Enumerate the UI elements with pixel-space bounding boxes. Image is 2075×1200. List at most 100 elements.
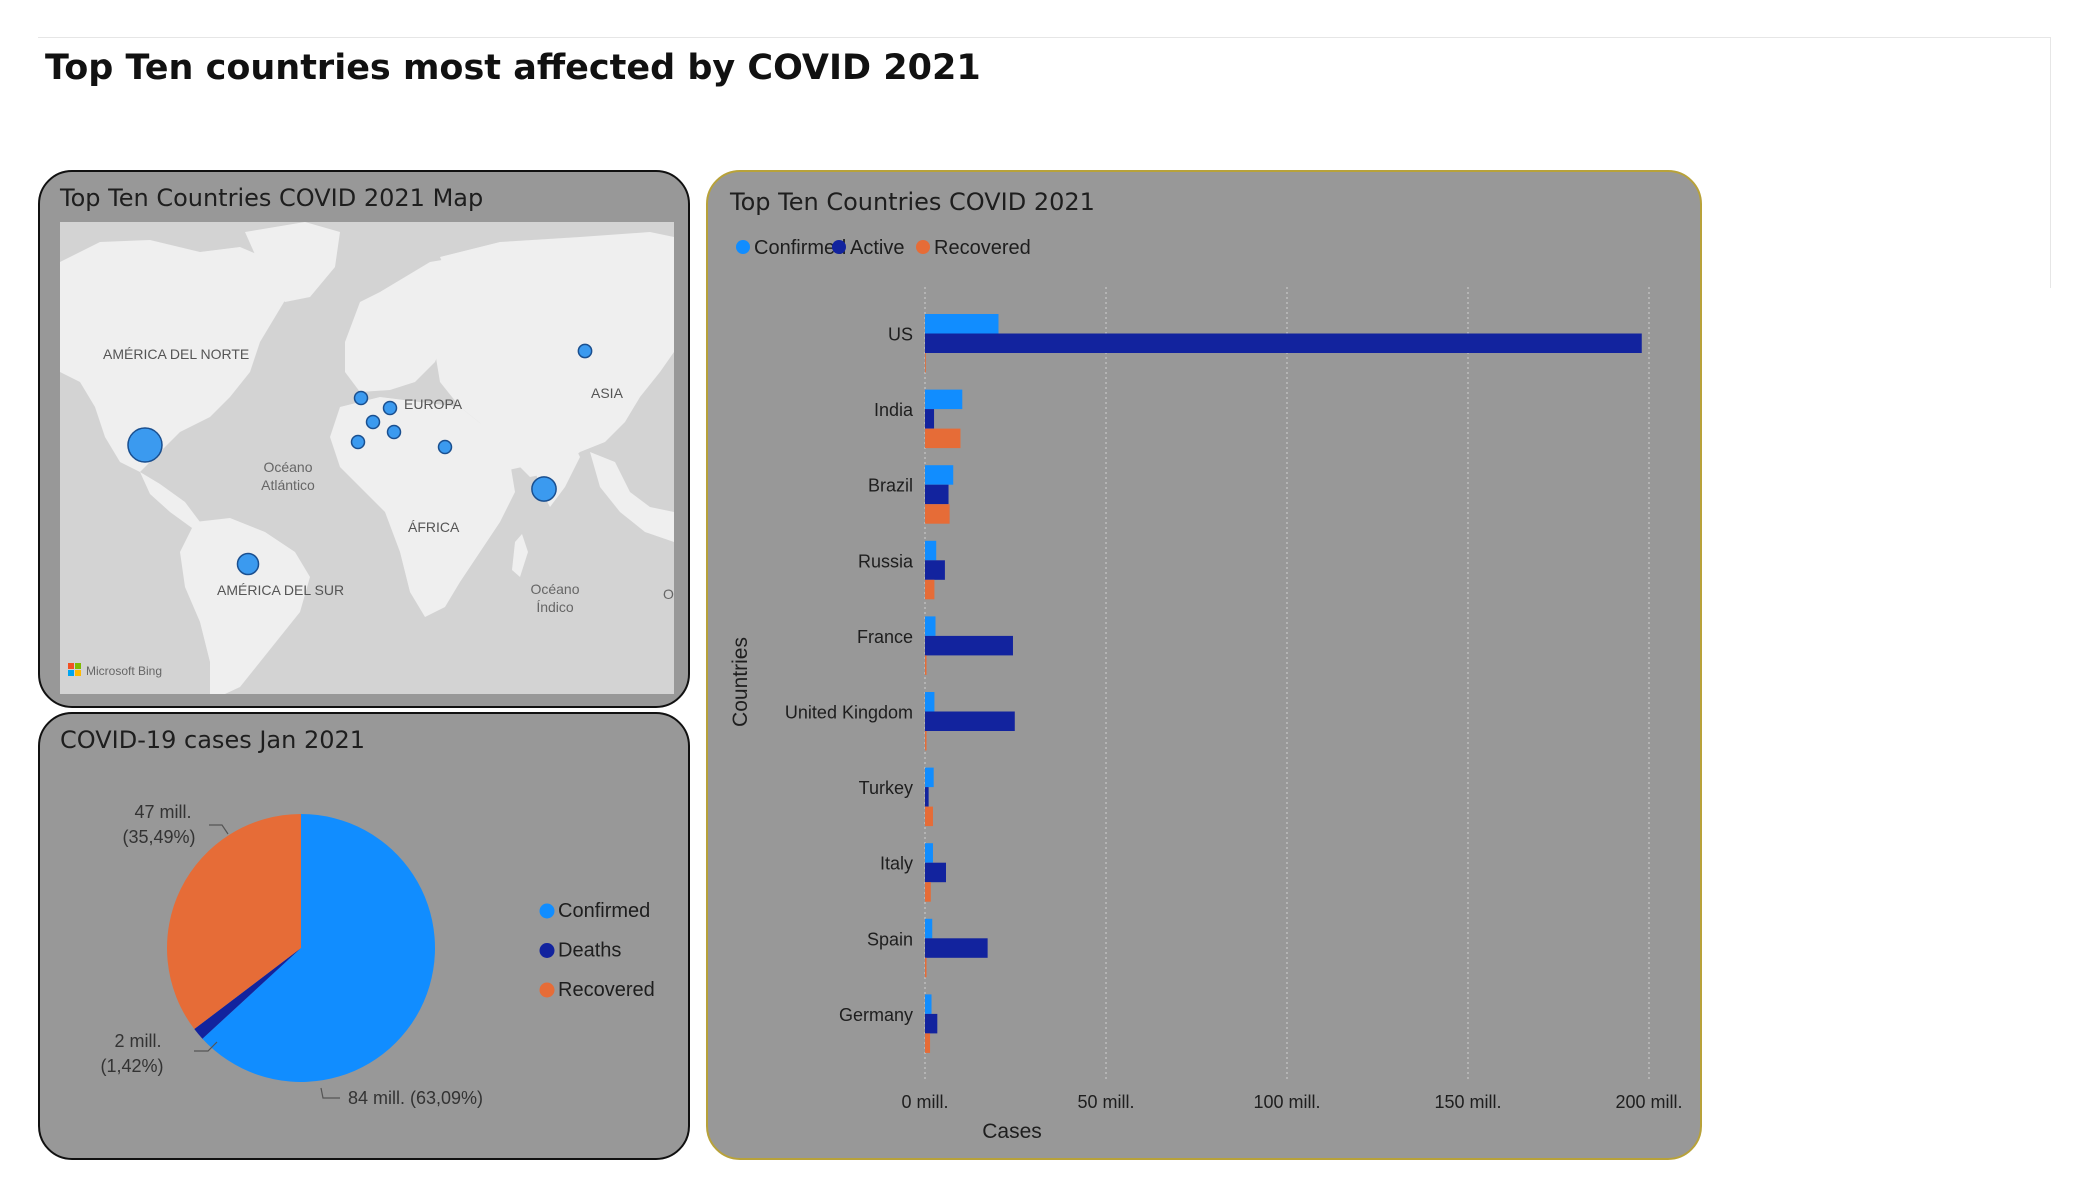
label-indian-1: Océano bbox=[530, 581, 579, 597]
category-label-us: US bbox=[888, 325, 913, 345]
header-frame bbox=[38, 37, 2051, 288]
map-bubble-united-kingdom[interactable] bbox=[353, 390, 369, 406]
land-europe bbox=[345, 257, 480, 392]
bar-india-active[interactable] bbox=[925, 409, 935, 429]
map-bubble-us[interactable] bbox=[127, 427, 163, 463]
leader-deaths bbox=[194, 1041, 218, 1052]
bar-spain-active[interactable] bbox=[925, 938, 988, 958]
bar-united-kingdom-confirmed[interactable] bbox=[925, 692, 935, 712]
category-label-russia: Russia bbox=[858, 551, 914, 571]
category-label-turkey: Turkey bbox=[859, 778, 913, 798]
pie-legend-marker-confirmed bbox=[539, 903, 555, 919]
bar-spain-recovered[interactable] bbox=[925, 957, 927, 978]
bar-turkey-recovered[interactable] bbox=[925, 806, 933, 827]
x-tick-label-2: 100 mill. bbox=[1253, 1092, 1320, 1112]
category-label-brazil: Brazil bbox=[868, 476, 913, 496]
bar-us-recovered[interactable] bbox=[925, 353, 926, 373]
map-bubble-russia[interactable] bbox=[577, 343, 593, 359]
bar-germany-active[interactable] bbox=[925, 1013, 938, 1034]
legend-marker-confirmed bbox=[736, 240, 750, 254]
map-bubble-spain[interactable] bbox=[350, 434, 366, 450]
bing-logo-square-blue bbox=[68, 670, 74, 676]
bing-logo-square-red bbox=[68, 663, 74, 669]
pie-legend-item-confirmed[interactable]: Confirmed bbox=[539, 900, 651, 922]
category-label-germany: Germany bbox=[839, 1005, 913, 1025]
bar-us-active[interactable] bbox=[925, 333, 1642, 354]
category-label-india: India bbox=[874, 400, 914, 420]
leader-confirmed bbox=[320, 1087, 340, 1099]
bar-brazil-confirmed[interactable] bbox=[925, 465, 954, 485]
bar-germany-recovered[interactable] bbox=[925, 1033, 931, 1053]
bar-turkey-active[interactable] bbox=[925, 787, 929, 807]
legend-item-active[interactable]: Active bbox=[832, 237, 904, 259]
pie-panel: COVID-19 cases Jan 2021 47 mill. (35,49%… bbox=[38, 712, 690, 1160]
map-bubble-italy[interactable] bbox=[386, 424, 402, 440]
legend-item-recovered[interactable]: Recovered bbox=[916, 237, 1031, 259]
pie-slice-deaths[interactable] bbox=[194, 948, 301, 1039]
bar-legend[interactable]: Confirmed Active Recovered bbox=[736, 237, 1031, 259]
bar-brazil-active[interactable] bbox=[925, 484, 949, 505]
map-panel: Top Ten Countries COVID 2021 Map bbox=[38, 170, 690, 708]
legend-marker-recovered bbox=[916, 240, 930, 254]
bar-russia-recovered[interactable] bbox=[925, 579, 935, 600]
bar-title: Top Ten Countries COVID 2021 bbox=[730, 188, 1095, 216]
bar-chart[interactable]: Confirmed Active Recovered US India Brazil Ru… bbox=[708, 172, 1700, 1158]
label-atlantic-1: Océano bbox=[263, 459, 312, 475]
bing-logo: Microsoft Bing bbox=[68, 663, 162, 678]
bing-logo-square-yellow bbox=[75, 670, 81, 676]
x-tick-label-0: 0 mill. bbox=[901, 1092, 948, 1112]
bar-russia-active[interactable] bbox=[925, 560, 945, 580]
map-labels: AMÉRICA DEL NORTE AMÉRICA DEL SUR EUROPA… bbox=[103, 346, 674, 615]
map-bubble-brazil[interactable] bbox=[236, 552, 260, 576]
bar-united-kingdom-active[interactable] bbox=[925, 711, 1015, 732]
x-tick-label-4: 200 mill. bbox=[1615, 1092, 1682, 1112]
pie-slice-confirmed[interactable] bbox=[202, 814, 435, 1082]
legend-item-confirmed[interactable]: Confirmed bbox=[736, 237, 846, 259]
pie-title: COVID-19 cases Jan 2021 bbox=[60, 726, 366, 754]
map-bubble-germany[interactable] bbox=[382, 400, 398, 416]
map-bubble-turkey[interactable] bbox=[437, 439, 453, 455]
leader-recovered bbox=[209, 824, 229, 835]
land-madagascar bbox=[512, 534, 528, 577]
pie-legend[interactable]: Confirmed Deaths Recovered bbox=[539, 900, 655, 1001]
map-bubble-france[interactable] bbox=[365, 414, 381, 430]
pie-chart[interactable]: 47 mill. (35,49%) 2 mill. (1,42%) 84 mil… bbox=[40, 714, 688, 1158]
bar-india-recovered[interactable] bbox=[925, 428, 961, 449]
bar-italy-confirmed[interactable] bbox=[925, 843, 933, 863]
bar-germany-confirmed[interactable] bbox=[925, 994, 932, 1014]
bar-india-confirmed[interactable] bbox=[925, 389, 963, 410]
land-south-america bbox=[180, 518, 310, 694]
map-canvas[interactable]: AMÉRICA DEL NORTE AMÉRICA DEL SUR EUROPA… bbox=[60, 222, 674, 694]
pie-leaders bbox=[194, 824, 340, 1099]
pie-legend-item-recovered[interactable]: Recovered bbox=[539, 979, 655, 1001]
legend-label-recovered: Recovered bbox=[934, 237, 1031, 259]
bar-france-active[interactable] bbox=[925, 635, 1013, 656]
pie-legend-label-confirmed: Confirmed bbox=[558, 900, 650, 922]
pie-slices[interactable] bbox=[166, 814, 435, 1082]
bar-united-kingdom-recovered[interactable] bbox=[925, 731, 927, 751]
pie-slice-recovered[interactable] bbox=[166, 814, 301, 1030]
bar-russia-confirmed[interactable] bbox=[925, 540, 937, 561]
label-south-america: AMÉRICA DEL SUR bbox=[217, 582, 344, 598]
world-map[interactable]: AMÉRICA DEL NORTE AMÉRICA DEL SUR EUROPA… bbox=[60, 222, 674, 694]
map-bubbles[interactable] bbox=[127, 343, 593, 576]
pie-legend-item-deaths[interactable]: Deaths bbox=[539, 940, 622, 962]
bar-france-recovered[interactable] bbox=[925, 655, 927, 675]
bar-turkey-confirmed[interactable] bbox=[925, 767, 934, 788]
bar-us-confirmed[interactable] bbox=[925, 314, 999, 334]
label-europe: EUROPA bbox=[404, 396, 463, 412]
land-arabia bbox=[480, 422, 530, 472]
pie-legend-label-recovered: Recovered bbox=[558, 979, 655, 1001]
bar-italy-recovered[interactable] bbox=[925, 882, 931, 902]
bar-brazil-recovered[interactable] bbox=[925, 504, 950, 524]
map-attribution: Microsoft Bing bbox=[86, 664, 162, 678]
bar-italy-active[interactable] bbox=[925, 862, 946, 883]
land-asia bbox=[435, 232, 674, 477]
bar-marks[interactable] bbox=[925, 314, 1642, 1053]
bar-spain-confirmed[interactable] bbox=[925, 918, 933, 939]
label-indian-2: Índico bbox=[536, 599, 574, 615]
bar-france-confirmed[interactable] bbox=[925, 616, 936, 636]
legend-label-confirmed: Confirmed bbox=[754, 237, 846, 259]
map-bubble-india[interactable] bbox=[531, 476, 557, 502]
pie-label-recovered-value: 47 mill. bbox=[134, 802, 191, 822]
